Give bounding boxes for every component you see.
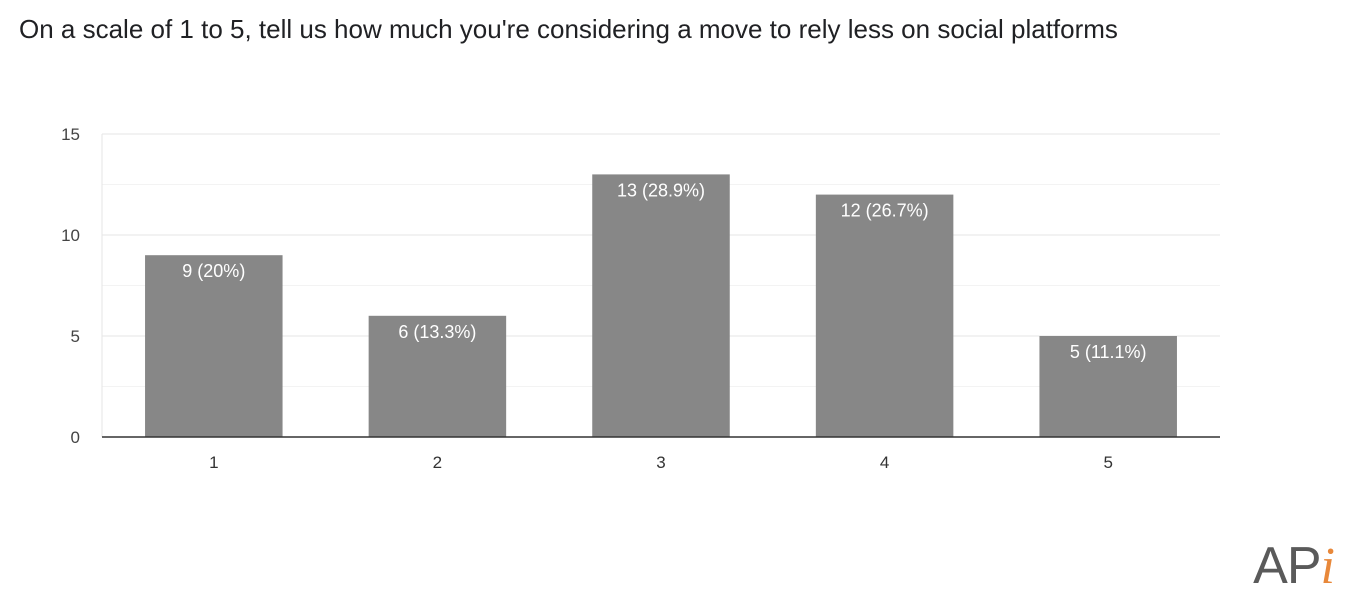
data-label-3: 13 (28.9%) bbox=[617, 180, 705, 200]
logo-text-i: i bbox=[1320, 538, 1335, 595]
x-tick-label: 2 bbox=[433, 453, 442, 472]
x-tick-label: 4 bbox=[880, 453, 889, 472]
data-label-5: 5 (11.1%) bbox=[1070, 342, 1147, 362]
y-tick-label: 10 bbox=[61, 226, 80, 245]
data-label-1: 9 (20%) bbox=[182, 261, 245, 281]
bar-4 bbox=[815, 194, 954, 437]
y-tick-label: 5 bbox=[71, 327, 80, 346]
bar-1 bbox=[145, 255, 283, 437]
x-tick-label: 1 bbox=[209, 453, 218, 472]
bar-3 bbox=[592, 174, 730, 437]
x-tick-label: 5 bbox=[1103, 453, 1112, 472]
api-logo: APi bbox=[1253, 537, 1335, 595]
logo-text-ap: AP bbox=[1253, 537, 1321, 595]
y-tick-label: 15 bbox=[61, 125, 80, 144]
chart-title: On a scale of 1 to 5, tell us how much y… bbox=[19, 14, 1118, 44]
data-label-4: 12 (26.7%) bbox=[841, 201, 929, 221]
data-labels: 9 (20%) 6 (13.3%) 13 (28.9%) 12 (26.7%) 5 (1… bbox=[182, 180, 1146, 362]
y-tick-label: 0 bbox=[71, 428, 80, 447]
x-tick-label: 3 bbox=[656, 453, 665, 472]
bar-5 bbox=[1039, 336, 1177, 437]
data-label-2: 6 (13.3%) bbox=[398, 322, 476, 342]
bar-2 bbox=[368, 315, 507, 437]
bars bbox=[145, 174, 1177, 437]
axes: 0 5 10 15 1 2 3 4 5 bbox=[61, 125, 1220, 472]
